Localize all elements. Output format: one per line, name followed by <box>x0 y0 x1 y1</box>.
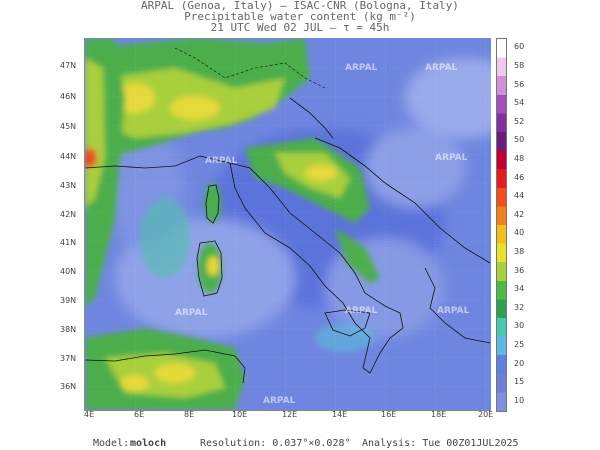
colorbar-tick-label: 30 <box>514 321 525 331</box>
lon-label: 8E <box>184 410 195 419</box>
colorbar-tick-label: 48 <box>514 153 525 163</box>
lat-label: 43N <box>60 181 77 190</box>
lat-label: 47N <box>60 61 77 70</box>
lat-label: 41N <box>60 238 77 247</box>
lat-label: 39N <box>60 296 77 305</box>
colorbar-tick-label: 60 <box>514 42 525 52</box>
header-time: 21 UTC Wed 02 JUL — τ = 45h <box>210 21 390 34</box>
lon-label: 10E <box>232 410 248 419</box>
lon-label: 16E <box>381 410 397 419</box>
precipitable-water-map: ARPAL ARPAL ARPAL ARPAL ARPAL ARPAL ARPA… <box>84 38 491 411</box>
colorbar-tick-label: 42 <box>514 209 525 219</box>
colorbar-tick-label: 44 <box>514 191 525 201</box>
watermark-logo: ARPAL <box>205 156 238 166</box>
header-variable: Precipitable water content (kg m⁻²) <box>184 10 416 23</box>
colorbar-tick-label: 20 <box>514 358 525 368</box>
colorbar-tick-label: 25 <box>514 339 525 349</box>
watermark-logo: ARPAL <box>263 396 296 406</box>
lon-label: 18E <box>431 410 447 419</box>
lat-label: 46N <box>60 92 77 101</box>
colorbar-tick-label: 56 <box>514 79 525 89</box>
lat-label: 38N <box>60 325 77 334</box>
model-value: moloch <box>130 438 167 449</box>
colorbar-tick-label: 46 <box>514 172 525 182</box>
colorbar-tick-label: 34 <box>514 284 525 294</box>
watermark-logo: ARPAL <box>425 63 458 73</box>
analysis-info: Analysis: Tue 00Z01JUL2025 <box>362 438 519 449</box>
lat-label: 45N <box>60 122 77 131</box>
model-label: Model: <box>93 438 130 449</box>
lon-label: 14E <box>332 410 348 419</box>
lat-label: 40N <box>60 267 77 276</box>
watermark-logo: ARPAL <box>345 63 378 73</box>
lat-label: 36N <box>60 382 77 391</box>
colorbar-tick-label: 15 <box>514 377 525 387</box>
colorbar-tick-label: 58 <box>514 60 525 70</box>
lat-label: 37N <box>60 354 77 363</box>
colorbar-tick-label: 40 <box>514 228 525 238</box>
colorbar-tick-label: 54 <box>514 98 525 108</box>
header-sources: ARPAL (Genoa, Italy) — ISAC-CNR (Bologna… <box>141 0 459 12</box>
lat-label: 44N <box>60 152 77 161</box>
lon-label: 6E <box>134 410 145 419</box>
colorbar <box>496 38 507 412</box>
watermark-logo: ARPAL <box>435 153 468 163</box>
colorbar-tick-label: 36 <box>514 265 525 275</box>
watermark-logo: ARPAL <box>437 306 470 316</box>
colorbar-tick-label: 50 <box>514 135 525 145</box>
colorbar-tick-label: 52 <box>514 116 525 126</box>
colorbar-tick-label: 32 <box>514 302 525 312</box>
map-field <box>85 38 491 410</box>
lon-label: 12E <box>282 410 298 419</box>
colorbar-tick-label: 10 <box>514 395 525 405</box>
watermark-logo: ARPAL <box>175 308 208 318</box>
watermark-logo: ARPAL <box>345 306 378 316</box>
lat-label: 42N <box>60 210 77 219</box>
colorbar-tick-label: 38 <box>514 246 525 256</box>
resolution-info: Resolution: 0.037°×0.028° <box>200 438 351 449</box>
lon-label: 4E <box>84 410 95 419</box>
lon-label: 20E <box>478 410 494 419</box>
